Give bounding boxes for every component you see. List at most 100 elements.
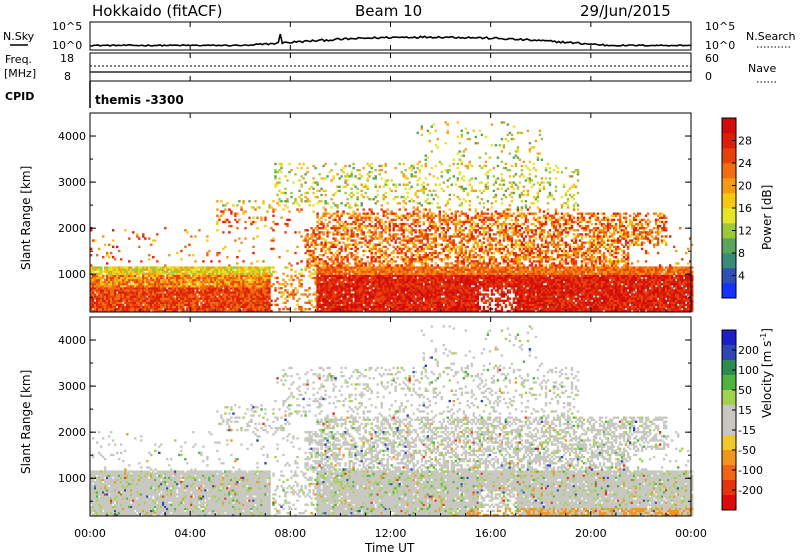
heatmap-cell [410, 164, 413, 168]
heatmap-cell [152, 274, 155, 278]
heatmap-cell [152, 291, 155, 294]
heatmap-cell [204, 293, 207, 296]
heatmap-cell [206, 293, 209, 296]
heatmap-cell [196, 272, 199, 275]
heatmap-cell [184, 297, 187, 300]
heatmap-cell [252, 297, 255, 300]
heatmap-cell [228, 295, 231, 298]
heatmap-cell [206, 291, 209, 294]
heatmap-cell [300, 305, 303, 309]
heatmap-cell [344, 278, 347, 282]
heatmap-cell [188, 278, 191, 282]
heatmap-cell [372, 289, 375, 292]
heatmap-cell [214, 268, 217, 271]
heatmap-cell [234, 266, 237, 269]
heatmap-cell [444, 297, 447, 300]
heatmap-cell [218, 299, 221, 302]
heatmap-cell [414, 208, 417, 211]
heatmap-cell [384, 224, 387, 228]
heatmap-cell [326, 285, 329, 288]
heatmap-cell [334, 309, 337, 313]
heatmap-cell [138, 276, 141, 280]
heatmap-cell [174, 270, 177, 273]
heatmap-cell [232, 204, 235, 207]
heatmap-cell [298, 189, 301, 193]
heatmap-cell [412, 285, 415, 288]
heatmap-cell [352, 166, 355, 170]
heatmap-cell [330, 214, 333, 217]
heatmap-cell [158, 274, 161, 278]
heatmap-cell [426, 270, 429, 273]
heatmap-cell [180, 299, 183, 302]
heatmap-cell [368, 247, 371, 251]
heatmap-cell [342, 305, 345, 309]
heatmap-cell [110, 291, 113, 294]
heatmap-cell [206, 301, 209, 304]
heatmap-cell [138, 287, 141, 290]
heatmap-cell [328, 245, 331, 249]
heatmap-cell [418, 283, 421, 286]
heatmap-cell [162, 293, 165, 296]
heatmap-cell [244, 283, 247, 286]
heatmap-cell [434, 262, 437, 265]
heatmap-cell [222, 289, 225, 292]
heatmap-cell [330, 260, 333, 263]
heatmap-cell [194, 305, 197, 309]
heatmap-cell [314, 243, 317, 246]
heatmap-cell [90, 303, 93, 307]
heatmap-cell [364, 185, 367, 188]
heatmap-cell [366, 179, 369, 182]
heatmap-cell [282, 208, 285, 211]
heatmap-cell [398, 227, 401, 230]
heatmap-cell [408, 247, 411, 251]
heatmap-cell [422, 216, 425, 219]
heatmap-cell [390, 272, 393, 275]
heatmap-cell [428, 256, 431, 259]
heatmap-cell [398, 303, 401, 307]
heatmap-cell [358, 299, 361, 302]
heatmap-cell [406, 297, 409, 300]
heatmap-cell [378, 220, 381, 224]
heatmap-cell [320, 270, 323, 273]
heatmap-cell [444, 212, 447, 215]
heatmap-cell [152, 309, 155, 313]
heatmap-cell [398, 295, 401, 298]
heatmap-cell [256, 301, 259, 304]
heatmap-cell [342, 293, 345, 296]
heatmap-cell [92, 303, 95, 307]
heatmap-cell [404, 256, 407, 259]
heatmap-cell [182, 293, 185, 296]
heatmap-cell [182, 309, 185, 313]
heatmap-cell [390, 251, 393, 255]
heatmap-cell [368, 198, 371, 201]
heatmap-cell [344, 287, 347, 290]
heatmap-cell [422, 268, 425, 271]
heatmap-cell [220, 307, 223, 311]
heatmap-cell [208, 283, 211, 286]
heatmap-cell [202, 295, 205, 298]
heatmap-cell [192, 307, 195, 311]
heatmap-cell [420, 245, 423, 249]
heatmap-cell [410, 293, 413, 296]
heatmap-cell [236, 285, 239, 288]
heatmap-cell [170, 309, 173, 313]
heatmap-cell [294, 200, 297, 203]
heatmap-cell [238, 270, 241, 273]
heatmap-cell [318, 227, 321, 230]
heatmap-cell [338, 227, 341, 230]
heatmap-cell [312, 239, 315, 242]
heatmap-cell [444, 293, 447, 296]
heatmap-cell [112, 293, 115, 296]
heatmap-cell [416, 297, 419, 300]
heatmap-cell [266, 272, 269, 275]
heatmap-cell [426, 241, 429, 244]
heatmap-cell [384, 264, 387, 267]
heatmap-cell [440, 303, 443, 307]
heatmap-cell [172, 297, 175, 300]
heatmap-cell [212, 274, 215, 278]
heatmap-cell [392, 235, 395, 238]
heatmap-cell [388, 305, 391, 309]
heatmap-cell [206, 280, 209, 284]
heatmap-cell [428, 301, 431, 304]
heatmap-cell [336, 243, 339, 246]
